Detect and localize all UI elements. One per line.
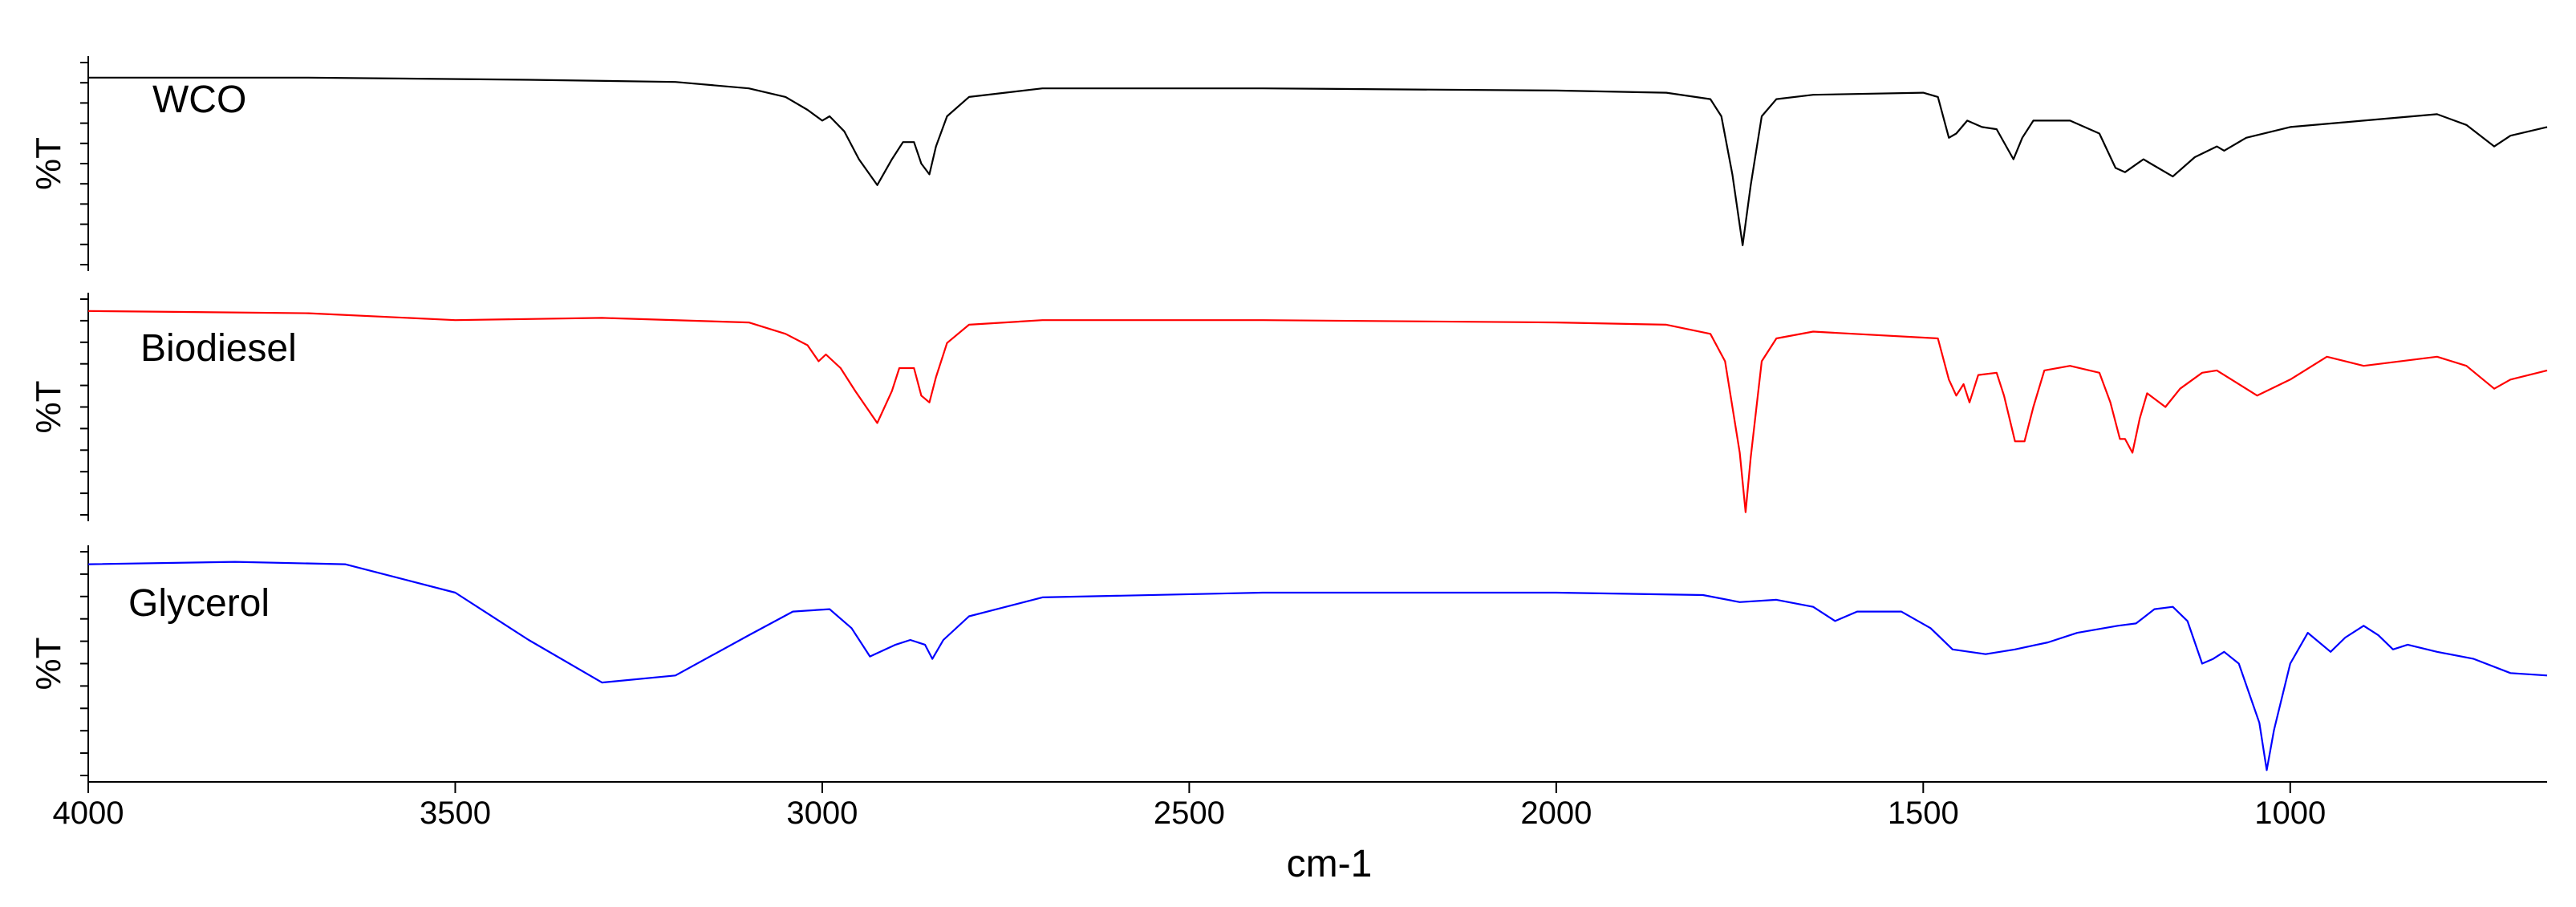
series-label: WCO	[152, 79, 246, 121]
x-tick-label: 2000	[1520, 796, 1592, 831]
y-axis-label: %T	[29, 137, 68, 190]
x-tick-label: 1000	[2254, 796, 2326, 831]
series-line-wco	[88, 76, 2548, 246]
x-axis: 4000 3500 3000 2500 2000 1500 1000	[53, 781, 2547, 831]
x-tick-label: 4000	[53, 796, 124, 831]
series-line-biodiesel	[87, 310, 2548, 513]
panel-glycerol: %T Glycerol	[29, 545, 2548, 782]
panel-biodiesel: %T Biodiesel	[29, 293, 2548, 521]
series-label: Biodiesel	[140, 327, 297, 370]
y-axis-label: %T	[29, 638, 68, 690]
panels-layer: %T WCO %T Biodiesel %T Glycerol	[29, 56, 2548, 782]
y-axis-label: %T	[29, 381, 68, 434]
x-tick-label: 3500	[420, 796, 491, 831]
series-label: Glycerol	[128, 582, 270, 625]
x-tick-label: 1500	[1888, 796, 1959, 831]
x-tick-label: 3000	[786, 796, 858, 831]
panel-wco: %T WCO	[29, 56, 2548, 271]
x-tick-label: 2500	[1154, 796, 1225, 831]
series-line-glycerol	[87, 561, 2548, 771]
x-axis-title: cm-1	[1287, 843, 1373, 885]
